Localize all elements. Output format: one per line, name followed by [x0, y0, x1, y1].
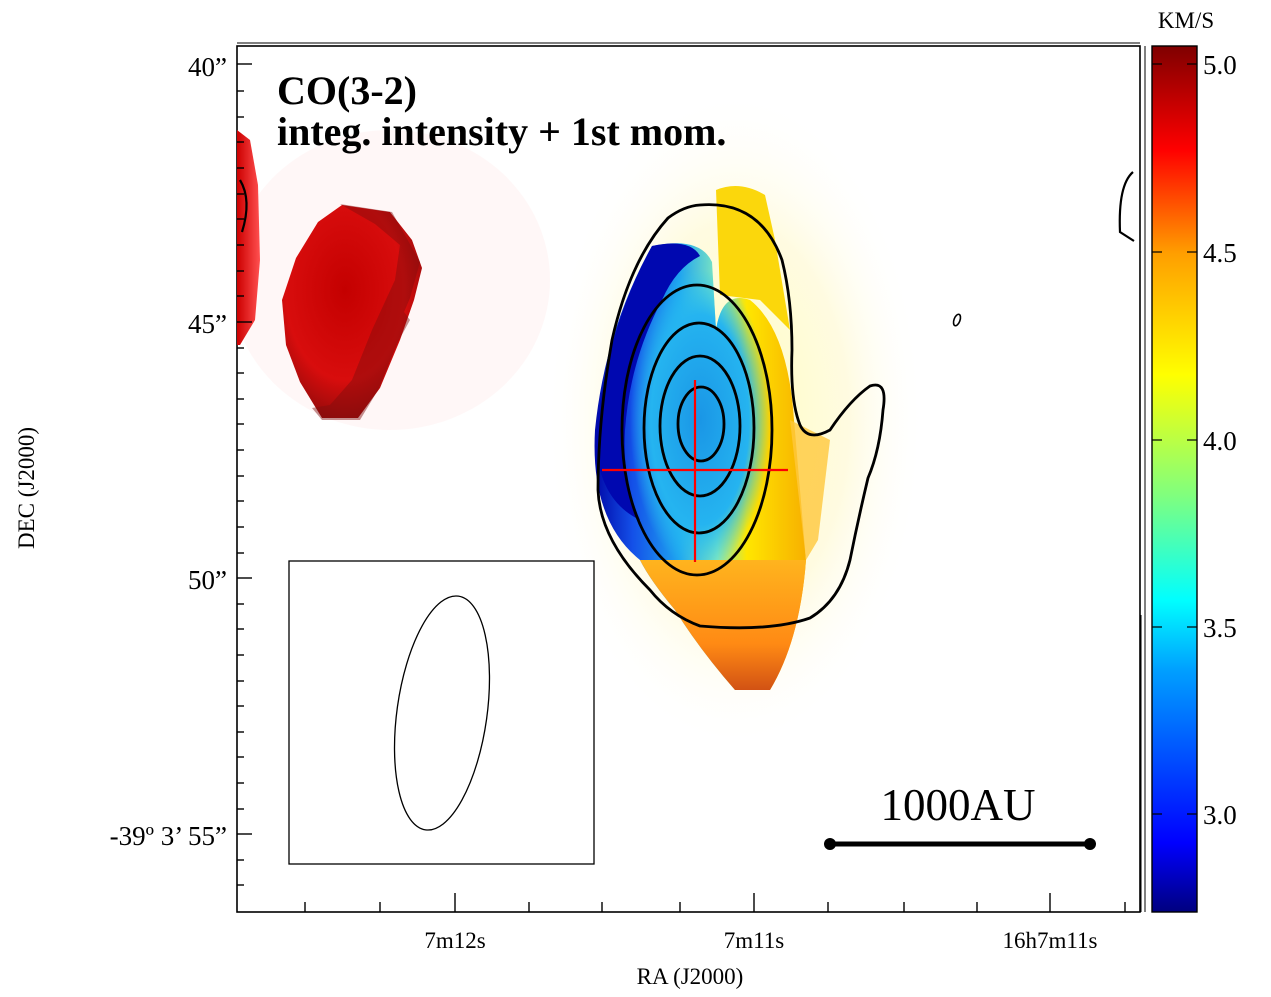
- colorbar-tick-label: 4.5: [1203, 238, 1237, 268]
- colorbar-tick-label: 5.0: [1203, 50, 1237, 80]
- x-tick-label: 7m11s: [724, 928, 785, 953]
- colorbar-ticks: [1152, 63, 1197, 815]
- intensity-contours: [239, 171, 1135, 630]
- colorbar-gradient: [1151, 45, 1198, 913]
- colorbar-tick-label: 3.0: [1203, 800, 1237, 830]
- y-tick-label: 40”: [188, 52, 227, 82]
- beam-ellipse: [393, 595, 491, 831]
- contour-outer: [596, 203, 886, 630]
- x-tick-label: 16h7m11s: [1003, 928, 1098, 953]
- contour-4: [658, 354, 742, 498]
- contour-small: [952, 313, 962, 327]
- colorbar: KM/S 5.0 4.5 4.0 3.5 3.0: [1140, 8, 1237, 913]
- contour-edge-left: [239, 179, 248, 233]
- y-axis-title: DEC (J2000): [14, 427, 39, 549]
- moment-map: [237, 90, 1135, 865]
- contour-5: [676, 385, 726, 463]
- y-tick-label: 50”: [188, 565, 227, 595]
- chart-title: CO(3-2): [277, 68, 417, 113]
- axis-ticks: [237, 63, 1126, 912]
- east-orange-edge: [790, 420, 830, 560]
- north-yellow-lobe: [716, 186, 790, 330]
- source-position-cross: [602, 380, 788, 562]
- red-blob-emission: [282, 205, 422, 418]
- x-axis-title: RA (J2000): [637, 964, 744, 989]
- contour-3: [642, 321, 756, 535]
- red-blob-dark-rim: [312, 204, 420, 420]
- scale-bar-label: 1000AU: [881, 780, 1036, 830]
- contour-2: [620, 283, 774, 577]
- contour-edge-right: [1118, 171, 1135, 242]
- beam-inset-box: [288, 560, 595, 865]
- scale-bar: [824, 838, 1096, 850]
- colorbar-unit: KM/S: [1158, 8, 1214, 33]
- y-tick-label: 45”: [188, 309, 227, 339]
- y-tick-label: -39º 3’ 55”: [110, 821, 227, 851]
- colorbar-tick-label: 3.5: [1203, 613, 1237, 643]
- colorbar-tick-label: 4.0: [1203, 426, 1237, 456]
- x-tick-label: 7m12s: [424, 928, 485, 953]
- chart-subtitle: integ. intensity + 1st mom.: [277, 109, 726, 154]
